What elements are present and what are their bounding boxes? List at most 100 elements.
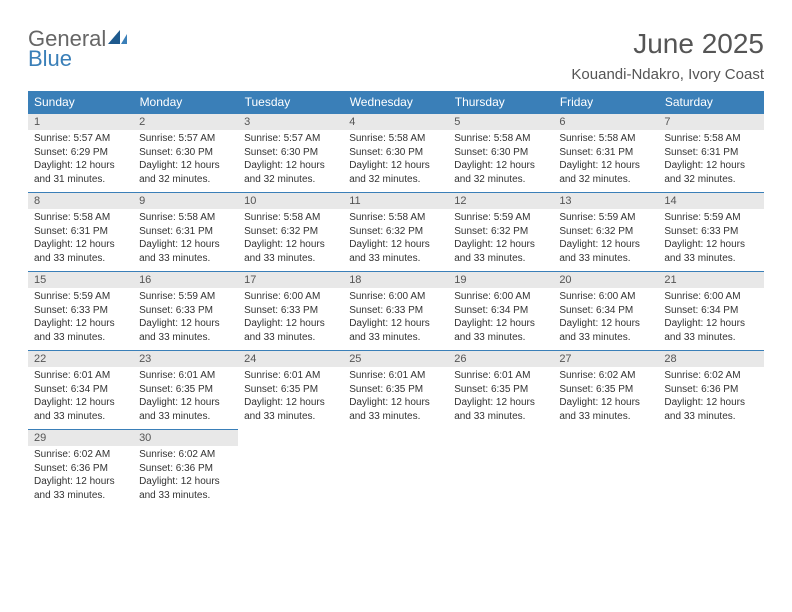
calendar-body: 1Sunrise: 5:57 AMSunset: 6:29 PMDaylight… — [28, 114, 764, 509]
week-row: 8Sunrise: 5:58 AMSunset: 6:31 PMDaylight… — [28, 193, 764, 272]
day-cell: 25Sunrise: 6:01 AMSunset: 6:35 PMDayligh… — [343, 351, 448, 430]
sunset-text: Sunset: 6:33 PM — [244, 304, 337, 318]
sunrise-text: Sunrise: 6:00 AM — [244, 290, 337, 304]
sunset-text: Sunset: 6:34 PM — [664, 304, 757, 318]
sunrise-text: Sunrise: 5:59 AM — [34, 290, 127, 304]
day-header: Thursday — [448, 91, 553, 114]
day-cell: 10Sunrise: 5:58 AMSunset: 6:32 PMDayligh… — [238, 193, 343, 272]
day-body: Sunrise: 6:02 AMSunset: 6:35 PMDaylight:… — [553, 367, 658, 429]
day-number: 24 — [238, 351, 343, 367]
sunset-text: Sunset: 6:36 PM — [664, 383, 757, 397]
day-cell: 6Sunrise: 5:58 AMSunset: 6:31 PMDaylight… — [553, 114, 658, 193]
daylight-text: Daylight: 12 hours and 33 minutes. — [349, 238, 442, 265]
day-cell — [343, 430, 448, 509]
sunrise-text: Sunrise: 5:58 AM — [454, 132, 547, 146]
daylight-text: Daylight: 12 hours and 32 minutes. — [559, 159, 652, 186]
sunrise-text: Sunrise: 6:02 AM — [139, 448, 232, 462]
day-body: Sunrise: 6:00 AMSunset: 6:33 PMDaylight:… — [343, 288, 448, 350]
sunrise-text: Sunrise: 5:59 AM — [139, 290, 232, 304]
day-body: Sunrise: 5:58 AMSunset: 6:32 PMDaylight:… — [238, 209, 343, 271]
sunset-text: Sunset: 6:31 PM — [139, 225, 232, 239]
daylight-text: Daylight: 12 hours and 33 minutes. — [559, 238, 652, 265]
day-number: 16 — [133, 272, 238, 288]
day-number: 19 — [448, 272, 553, 288]
sunset-text: Sunset: 6:35 PM — [349, 383, 442, 397]
day-cell: 27Sunrise: 6:02 AMSunset: 6:35 PMDayligh… — [553, 351, 658, 430]
day-body: Sunrise: 6:01 AMSunset: 6:35 PMDaylight:… — [238, 367, 343, 429]
day-body: Sunrise: 5:58 AMSunset: 6:32 PMDaylight:… — [343, 209, 448, 271]
day-cell: 1Sunrise: 5:57 AMSunset: 6:29 PMDaylight… — [28, 114, 133, 193]
daylight-text: Daylight: 12 hours and 32 minutes. — [139, 159, 232, 186]
day-cell: 9Sunrise: 5:58 AMSunset: 6:31 PMDaylight… — [133, 193, 238, 272]
sunset-text: Sunset: 6:31 PM — [559, 146, 652, 160]
day-number: 22 — [28, 351, 133, 367]
day-cell — [658, 430, 763, 509]
day-body: Sunrise: 5:59 AMSunset: 6:33 PMDaylight:… — [133, 288, 238, 350]
logo-text-blue: Blue — [28, 48, 130, 70]
daylight-text: Daylight: 12 hours and 33 minutes. — [244, 317, 337, 344]
sunrise-text: Sunrise: 5:58 AM — [349, 211, 442, 225]
daylight-text: Daylight: 12 hours and 33 minutes. — [454, 238, 547, 265]
sunrise-text: Sunrise: 6:02 AM — [664, 369, 757, 383]
day-body: Sunrise: 5:57 AMSunset: 6:29 PMDaylight:… — [28, 130, 133, 192]
day-cell: 12Sunrise: 5:59 AMSunset: 6:32 PMDayligh… — [448, 193, 553, 272]
day-body: Sunrise: 6:01 AMSunset: 6:35 PMDaylight:… — [343, 367, 448, 429]
sunrise-text: Sunrise: 5:58 AM — [244, 211, 337, 225]
day-cell: 8Sunrise: 5:58 AMSunset: 6:31 PMDaylight… — [28, 193, 133, 272]
daylight-text: Daylight: 12 hours and 33 minutes. — [559, 317, 652, 344]
day-body: Sunrise: 6:00 AMSunset: 6:34 PMDaylight:… — [658, 288, 763, 350]
day-number: 20 — [553, 272, 658, 288]
day-number: 17 — [238, 272, 343, 288]
page: GeneralBlue June 2025 Kouandi-Ndakro, Iv… — [0, 0, 792, 524]
sunset-text: Sunset: 6:30 PM — [244, 146, 337, 160]
daylight-text: Daylight: 12 hours and 32 minutes. — [349, 159, 442, 186]
daylight-text: Daylight: 12 hours and 33 minutes. — [34, 396, 127, 423]
title-block: June 2025 Kouandi-Ndakro, Ivory Coast — [571, 28, 764, 83]
day-number: 9 — [133, 193, 238, 209]
day-number: 14 — [658, 193, 763, 209]
daylight-text: Daylight: 12 hours and 33 minutes. — [139, 238, 232, 265]
sunrise-text: Sunrise: 6:01 AM — [139, 369, 232, 383]
day-body: Sunrise: 5:57 AMSunset: 6:30 PMDaylight:… — [238, 130, 343, 192]
sunrise-text: Sunrise: 5:58 AM — [664, 132, 757, 146]
day-cell — [553, 430, 658, 509]
sunrise-text: Sunrise: 6:01 AM — [454, 369, 547, 383]
day-body: Sunrise: 6:01 AMSunset: 6:35 PMDaylight:… — [448, 367, 553, 429]
daylight-text: Daylight: 12 hours and 32 minutes. — [664, 159, 757, 186]
day-number: 4 — [343, 114, 448, 130]
day-body: Sunrise: 6:00 AMSunset: 6:33 PMDaylight:… — [238, 288, 343, 350]
day-header: Saturday — [658, 91, 763, 114]
day-body: Sunrise: 5:58 AMSunset: 6:31 PMDaylight:… — [553, 130, 658, 192]
sunrise-text: Sunrise: 5:57 AM — [34, 132, 127, 146]
day-number: 1 — [28, 114, 133, 130]
day-number: 27 — [553, 351, 658, 367]
day-number: 28 — [658, 351, 763, 367]
week-row: 15Sunrise: 5:59 AMSunset: 6:33 PMDayligh… — [28, 272, 764, 351]
daylight-text: Daylight: 12 hours and 33 minutes. — [139, 317, 232, 344]
day-cell: 19Sunrise: 6:00 AMSunset: 6:34 PMDayligh… — [448, 272, 553, 351]
calendar-header-row: Sunday Monday Tuesday Wednesday Thursday… — [28, 91, 764, 114]
sunset-text: Sunset: 6:32 PM — [559, 225, 652, 239]
day-number: 18 — [343, 272, 448, 288]
day-body: Sunrise: 6:02 AMSunset: 6:36 PMDaylight:… — [28, 446, 133, 508]
day-number: 7 — [658, 114, 763, 130]
day-header: Tuesday — [238, 91, 343, 114]
sunset-text: Sunset: 6:32 PM — [349, 225, 442, 239]
daylight-text: Daylight: 12 hours and 33 minutes. — [454, 317, 547, 344]
day-cell: 26Sunrise: 6:01 AMSunset: 6:35 PMDayligh… — [448, 351, 553, 430]
day-cell — [448, 430, 553, 509]
day-number: 29 — [28, 430, 133, 446]
sunrise-text: Sunrise: 6:00 AM — [349, 290, 442, 304]
day-body: Sunrise: 6:00 AMSunset: 6:34 PMDaylight:… — [448, 288, 553, 350]
sunset-text: Sunset: 6:33 PM — [349, 304, 442, 318]
sunset-text: Sunset: 6:35 PM — [454, 383, 547, 397]
day-number: 8 — [28, 193, 133, 209]
sunrise-text: Sunrise: 5:59 AM — [559, 211, 652, 225]
sunrise-text: Sunrise: 6:01 AM — [244, 369, 337, 383]
day-cell: 29Sunrise: 6:02 AMSunset: 6:36 PMDayligh… — [28, 430, 133, 509]
day-number: 30 — [133, 430, 238, 446]
sunrise-text: Sunrise: 5:58 AM — [34, 211, 127, 225]
daylight-text: Daylight: 12 hours and 33 minutes. — [559, 396, 652, 423]
day-body: Sunrise: 5:58 AMSunset: 6:31 PMDaylight:… — [658, 130, 763, 192]
day-cell: 14Sunrise: 5:59 AMSunset: 6:33 PMDayligh… — [658, 193, 763, 272]
